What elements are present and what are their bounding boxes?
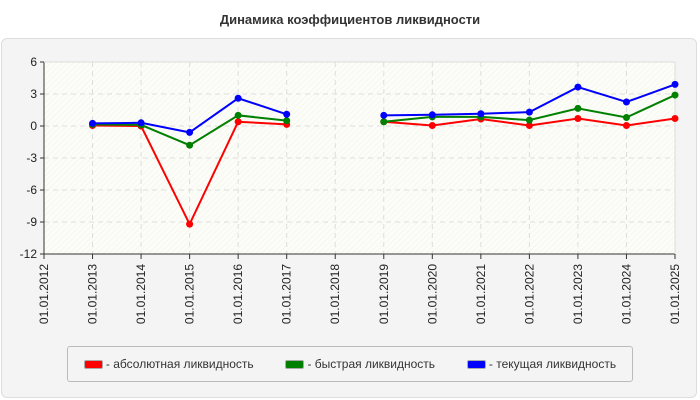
data-point [525, 121, 533, 129]
legend-item-quick: - быстрая ликвидность [285, 357, 435, 371]
chart-title: Динамика коэффициентов ликвидности [219, 12, 481, 27]
x-tick-label: 01.01.2017 [280, 264, 294, 324]
data-point [428, 121, 436, 129]
y-tick-label: 6 [30, 55, 37, 69]
x-tick-label: 01.01.2012 [37, 264, 51, 324]
legend-swatch [285, 359, 305, 369]
data-point [89, 119, 97, 127]
data-point [525, 116, 533, 124]
x-tick-label: 01.01.2016 [231, 264, 245, 324]
data-point [477, 110, 485, 118]
x-tick-label: 01.01.2014 [134, 264, 148, 324]
x-tick-label: 01.01.2025 [668, 264, 682, 324]
data-point [574, 104, 582, 112]
data-point [428, 111, 436, 119]
y-tick-label: 3 [30, 87, 37, 101]
data-point [234, 118, 242, 126]
data-point [234, 111, 242, 119]
data-point [380, 111, 388, 119]
legend-swatch [83, 359, 103, 369]
y-tick-label: -12 [20, 247, 38, 261]
data-point [671, 91, 679, 99]
data-point [671, 80, 679, 88]
data-point [525, 108, 533, 116]
y-tick-label: -3 [26, 151, 37, 165]
legend-label: - быстрая ликвидность [307, 357, 436, 371]
data-point [380, 118, 388, 126]
data-point [137, 119, 145, 127]
data-point [622, 121, 630, 129]
x-tick-label: 01.01.2023 [571, 264, 585, 324]
legend-label: - текущая ликвидность [488, 357, 617, 371]
data-point [622, 113, 630, 121]
x-tick-label: 01.01.2021 [474, 264, 488, 324]
data-point [283, 110, 291, 118]
y-tick-label: -6 [26, 183, 37, 197]
data-point [283, 117, 291, 125]
legend-label: - абсолютная ликвидность [105, 357, 254, 371]
legend-item-absolute: - абсолютная ликвидность [83, 357, 254, 371]
data-point [622, 98, 630, 106]
x-tick-label: 01.01.2022 [522, 264, 536, 324]
legend: - абсолютная ликвидность - быстрая ликви… [67, 346, 633, 382]
legend-swatch [466, 359, 486, 369]
data-point [574, 83, 582, 91]
x-tick-label: 01.01.2019 [377, 264, 391, 324]
x-tick-label: 01.01.2018 [328, 264, 342, 324]
data-point [186, 128, 194, 136]
x-tick-label: 01.01.2015 [183, 264, 197, 324]
data-point [186, 220, 194, 228]
x-tick-label: 01.01.2024 [619, 264, 633, 324]
data-point [671, 115, 679, 123]
data-point [234, 94, 242, 102]
legend-item-current: - текущая ликвидность [466, 357, 617, 371]
y-tick-label: 0 [30, 119, 37, 133]
data-point [574, 115, 582, 123]
y-tick-label: -9 [26, 215, 37, 229]
x-tick-label: 01.01.2013 [86, 264, 100, 324]
x-tick-label: 01.01.2020 [425, 264, 439, 324]
data-point [186, 141, 194, 149]
